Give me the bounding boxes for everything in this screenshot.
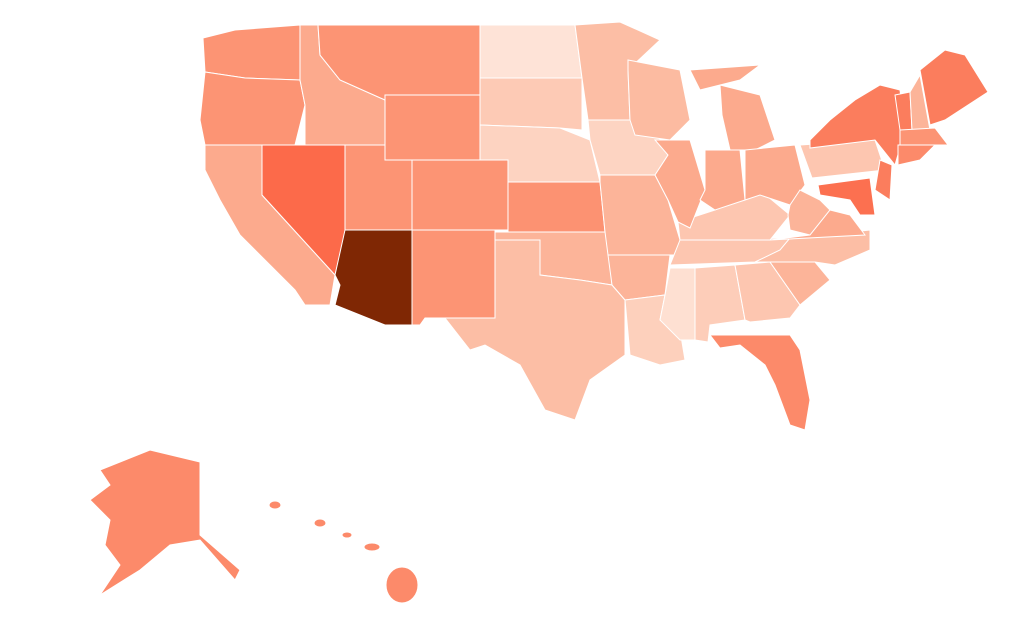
region	[479, 24, 583, 79]
region	[384, 94, 481, 161]
island	[268, 500, 282, 510]
region	[627, 59, 691, 141]
region	[507, 181, 606, 233]
region	[769, 209, 866, 241]
island	[341, 531, 353, 539]
region	[919, 49, 989, 126]
region	[89, 449, 241, 596]
region	[653, 139, 706, 229]
region	[199, 71, 306, 146]
region	[689, 64, 762, 91]
island	[385, 566, 419, 604]
region	[897, 144, 937, 166]
region	[479, 77, 583, 131]
region	[202, 24, 301, 81]
region	[817, 177, 876, 216]
region	[719, 84, 776, 151]
region	[753, 229, 871, 266]
region	[874, 159, 893, 201]
region	[708, 334, 811, 431]
region	[699, 149, 746, 211]
island	[363, 542, 381, 552]
region	[411, 229, 496, 326]
region	[411, 159, 509, 231]
region	[443, 239, 626, 421]
region	[899, 127, 950, 146]
region	[334, 229, 413, 326]
island	[313, 518, 327, 528]
